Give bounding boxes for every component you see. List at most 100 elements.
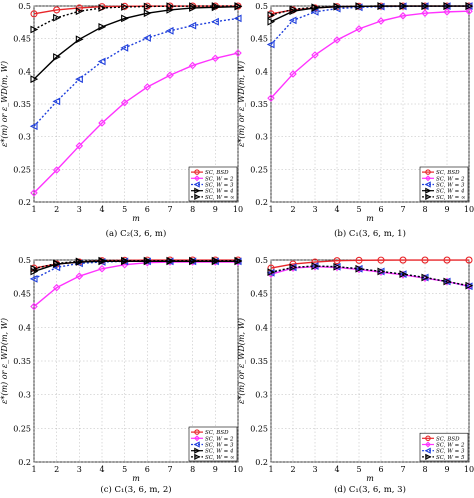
- legend-marker-1: [425, 435, 431, 442]
- x-tick-label: 10: [233, 465, 243, 474]
- data-point-s5: [30, 264, 39, 273]
- y-tick-label: 0.35: [250, 100, 268, 109]
- data-point-s4: [443, 277, 452, 286]
- x-tick-label: 1: [268, 465, 273, 474]
- legend-label-2: SC, W = 2: [436, 443, 465, 449]
- y-tick-label: 0.2: [255, 458, 268, 467]
- data-point-s4: [143, 9, 152, 18]
- y-tick-label: 0.35: [13, 100, 31, 109]
- legend-label-3: SC, W = 3: [205, 183, 234, 189]
- data-point-s5: [75, 7, 84, 16]
- legend-label-3: SC, W = 3: [436, 449, 465, 455]
- chart-panel-2: 1 2 3 4 5 6 7 8 9 10 0.2 0.25 0.3 0.35 0.4 0.45 0.5 m ε*(m…: [237, 2, 474, 239]
- data-point-s5: [377, 2, 386, 10]
- legend-marker-3: [424, 181, 431, 188]
- x-tick-label: 4: [99, 465, 104, 474]
- x-axis-label: m: [366, 214, 374, 223]
- data-point-s2: [75, 272, 84, 280]
- y-tick-label: 0.5: [255, 256, 268, 265]
- legend-label-5: SC, W = ∞: [205, 455, 235, 461]
- legend-label-1: SC, BSD: [205, 170, 229, 176]
- data-point-s5: [98, 4, 107, 12]
- data-point-s2: [234, 49, 242, 57]
- x-tick-label: 6: [145, 465, 150, 474]
- data-point-s4: [333, 262, 342, 271]
- series-line-5: [270, 5, 469, 16]
- y-tick-label: 0.5: [255, 2, 268, 11]
- legend-label-4: SC, W = 4: [205, 449, 234, 455]
- legend-marker-4: [425, 187, 432, 194]
- data-point-s2: [143, 83, 152, 91]
- x-tick-label: 9: [213, 465, 218, 474]
- series-line-5: [33, 5, 238, 31]
- subfigure-caption: (c) C₁(3, 6, m, 2): [100, 484, 171, 495]
- y-tick-label: 0.25: [13, 424, 31, 433]
- legend-label-1: SC, BSD: [436, 170, 460, 176]
- x-tick-label: 3: [77, 465, 82, 474]
- x-tick-label: 10: [464, 465, 474, 474]
- data-point-s2: [399, 12, 407, 20]
- data-point-s5: [443, 2, 452, 10]
- data-point-s5: [311, 3, 320, 12]
- data-point-s5: [211, 256, 220, 265]
- data-point-s1: [443, 256, 451, 264]
- data-point-s3: [165, 26, 174, 35]
- y-tick-label: 0.3: [255, 391, 268, 400]
- legend-marker-1: [194, 169, 200, 175]
- y-tick-label: 0.4: [255, 323, 268, 332]
- x-tick-label: 7: [400, 205, 405, 214]
- y-tick-label: 0.35: [250, 357, 268, 366]
- x-tick-label: 3: [312, 465, 317, 474]
- data-point-s5: [355, 2, 364, 11]
- y-axis-label: ε*(m) or ε_WD(m, W): [237, 61, 246, 147]
- data-point-s3: [188, 21, 197, 30]
- y-tick-label: 0.2: [18, 458, 31, 467]
- series-line-2: [270, 10, 470, 99]
- y-tick-label: 0.25: [13, 165, 31, 174]
- data-point-s5: [289, 5, 298, 14]
- subfigure-caption: (a) C₂(3, 6, m): [106, 228, 167, 239]
- x-tick-label: 10: [464, 205, 474, 214]
- y-axis-label: ε*(m) or ε_WD(m, W): [0, 61, 9, 147]
- x-tick-label: 2: [290, 205, 295, 214]
- legend-label-5: SC, W = ∞: [436, 195, 466, 201]
- data-point-s2: [75, 142, 84, 150]
- legend-marker-2: [194, 175, 200, 182]
- data-point-s5: [53, 13, 61, 22]
- data-point-s4: [121, 14, 129, 23]
- x-tick-label: 5: [356, 205, 361, 214]
- series-line-3: [33, 17, 239, 127]
- data-point-s5: [30, 25, 39, 34]
- data-point-s2: [52, 283, 61, 292]
- data-point-s2: [211, 54, 220, 63]
- legend-marker-4: [194, 447, 201, 454]
- data-point-s1: [399, 256, 407, 264]
- x-tick-label: 7: [400, 465, 405, 474]
- x-axis-label: m: [132, 474, 140, 483]
- x-tick-label: 4: [334, 205, 339, 214]
- legend-marker-1: [194, 429, 200, 435]
- data-point-s2: [333, 36, 341, 44]
- chart-panel-4: 1 2 3 4 5 6 7 8 9 10 0.2 0.25 0.3 0.35 0.4 0.45 0.5 m ε*(m…: [237, 256, 474, 495]
- data-point-s2: [52, 166, 61, 174]
- x-tick-label: 8: [190, 205, 195, 214]
- x-tick-label: 3: [77, 205, 82, 214]
- data-point-s5: [121, 3, 129, 11]
- x-axis-label: m: [132, 214, 140, 223]
- x-tick-label: 7: [167, 205, 172, 214]
- data-point-s2: [377, 17, 385, 25]
- data-point-s1: [421, 256, 429, 264]
- x-tick-label: 10: [233, 205, 243, 214]
- data-point-s4: [53, 53, 61, 61]
- y-tick-label: 0.4: [18, 67, 31, 76]
- data-point-s5: [465, 2, 474, 10]
- y-axis-label: ε*(m) or ε_WD(m, W): [0, 318, 9, 404]
- data-point-s5: [143, 2, 152, 11]
- data-point-s2: [166, 71, 174, 80]
- x-tick-label: 1: [31, 205, 36, 214]
- x-tick-label: 2: [54, 205, 59, 214]
- data-point-s4: [267, 17, 276, 26]
- x-tick-label: 1: [268, 205, 273, 214]
- x-tick-label: 5: [356, 465, 361, 474]
- x-tick-label: 2: [54, 465, 59, 474]
